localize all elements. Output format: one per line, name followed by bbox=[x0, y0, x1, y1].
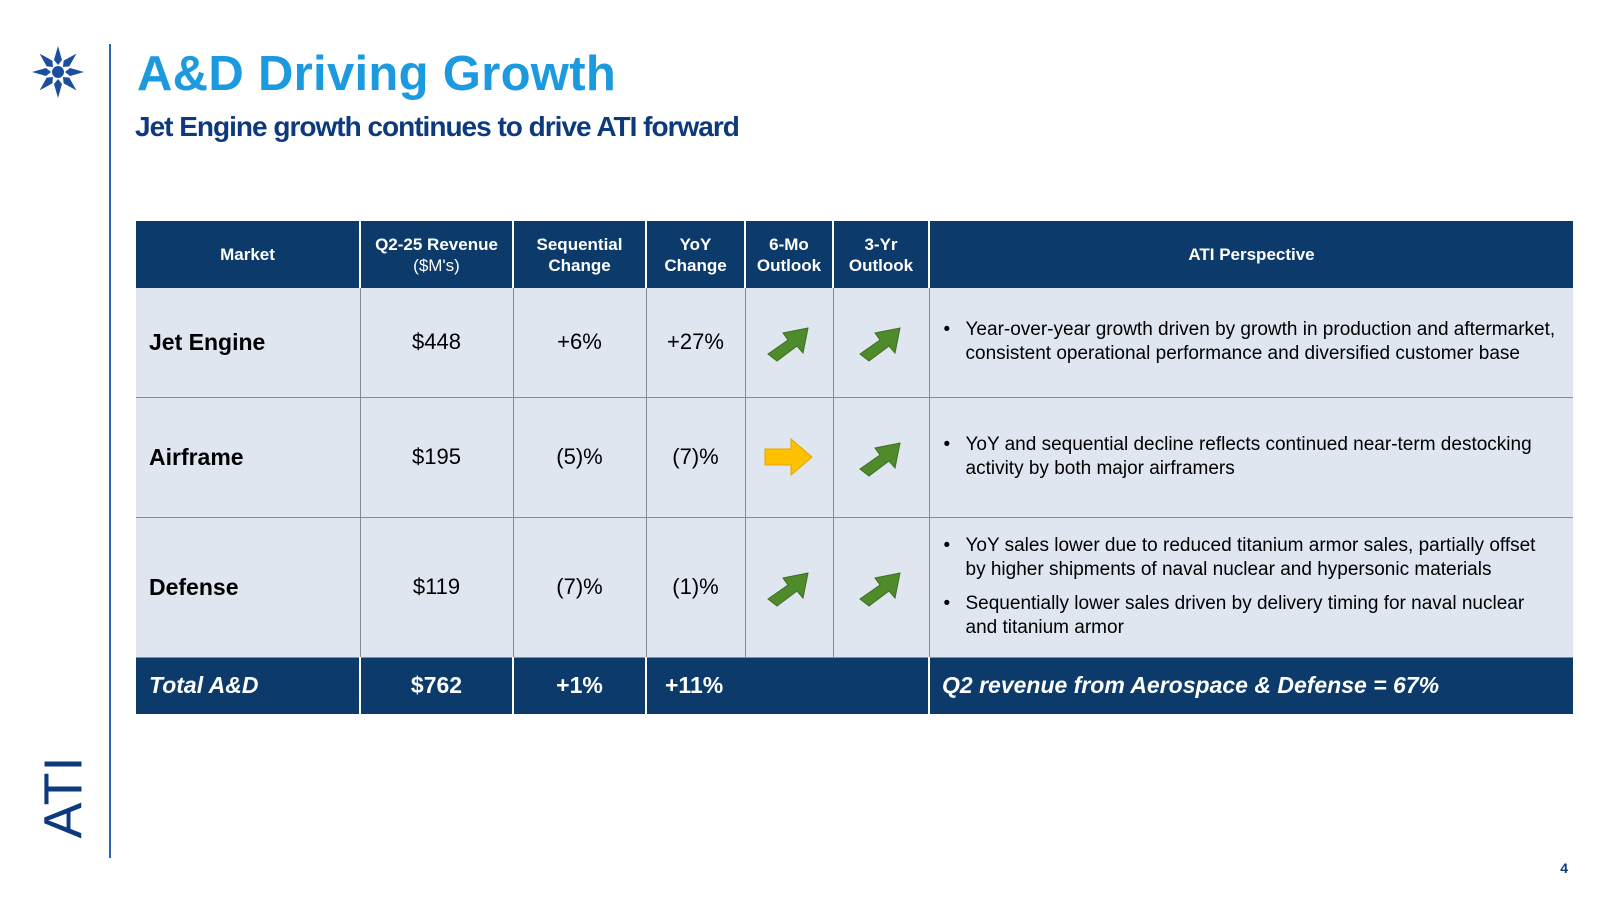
perspective-cell: Year-over-year growth driven by growth i… bbox=[929, 288, 1573, 398]
page-title: A&D Driving Growth bbox=[137, 47, 617, 101]
sequential-value: (7)% bbox=[513, 517, 647, 658]
perspective-cell: YoY sales lower due to reduced titanium … bbox=[929, 517, 1573, 658]
market-name: Defense bbox=[136, 517, 361, 658]
arrow-up-right-green-icon bbox=[767, 572, 809, 607]
market-table: Market Q2-25 Revenue ($M's) Sequential C… bbox=[136, 221, 1573, 714]
logo-text: ATI bbox=[33, 755, 93, 839]
total-label: Total A&D bbox=[136, 657, 361, 714]
outlook-3yr-cell bbox=[833, 517, 930, 658]
header-sequential: Sequential Change bbox=[513, 221, 647, 288]
market-name: Airframe bbox=[136, 397, 361, 518]
total-sequential: +1% bbox=[513, 657, 647, 714]
page-subtitle: Jet Engine growth continues to drive ATI… bbox=[135, 111, 740, 142]
outlook-3yr-cell bbox=[833, 288, 930, 398]
arrow-up-right-green-icon bbox=[859, 442, 901, 477]
ati-logo-wordmark: ATI bbox=[26, 745, 100, 849]
arrow-up-right-green-icon bbox=[859, 572, 901, 607]
total-revenue: $762 bbox=[360, 657, 514, 714]
arrow-right-yellow-icon bbox=[764, 437, 813, 477]
outlook-3yr-cell bbox=[833, 397, 930, 518]
outlook-6mo-cell bbox=[745, 288, 834, 398]
yoy-value: (7)% bbox=[646, 397, 746, 518]
perspective-cell: YoY and sequential decline reflects cont… bbox=[929, 397, 1573, 518]
revenue-value: $195 bbox=[360, 397, 514, 518]
table-header-row: Market Q2-25 Revenue ($M's) Sequential C… bbox=[136, 221, 1573, 288]
table-row-airframe: Airframe $195 (5)% (7)% YoY and sequenti… bbox=[136, 397, 1573, 518]
header-yoy: YoY Change bbox=[646, 221, 746, 288]
header-revenue: Q2-25 Revenue ($M's) bbox=[360, 221, 514, 288]
header-perspective: ATI Perspective bbox=[929, 221, 1573, 288]
table-total-row: Total A&D $762 +1% +11% Q2 revenue from … bbox=[136, 657, 1573, 714]
total-note: Q2 revenue from Aerospace & Defense = 67… bbox=[929, 657, 1573, 714]
revenue-value: $119 bbox=[360, 517, 514, 658]
yoy-value: +27% bbox=[646, 288, 746, 398]
header-3yr-outlook: 3-Yr Outlook bbox=[833, 221, 930, 288]
table-row-defense: Defense $119 (7)% (1)% YoY sales lower d… bbox=[136, 517, 1573, 658]
perspective-bullet: YoY and sequential decline reflects cont… bbox=[942, 433, 1560, 481]
vertical-divider bbox=[109, 44, 111, 858]
arrow-up-right-green-icon bbox=[859, 327, 901, 362]
revenue-value: $448 bbox=[360, 288, 514, 398]
perspective-bullet: YoY sales lower due to reduced titanium … bbox=[942, 534, 1560, 582]
total-yoy: +11% bbox=[646, 657, 930, 714]
perspective-bullet: Year-over-year growth driven by growth i… bbox=[942, 318, 1560, 366]
sequential-value: +6% bbox=[513, 288, 647, 398]
perspective-bullet: Sequentially lower sales driven by deliv… bbox=[942, 592, 1560, 640]
yoy-value: (1)% bbox=[646, 517, 746, 658]
header-6mo-outlook: 6-Mo Outlook bbox=[745, 221, 834, 288]
outlook-6mo-cell bbox=[745, 517, 834, 658]
header-market: Market bbox=[136, 221, 361, 288]
market-name: Jet Engine bbox=[136, 288, 361, 398]
snowflake-star-icon bbox=[32, 46, 84, 98]
arrow-up-right-green-icon bbox=[767, 327, 809, 362]
table-row-jet-engine: Jet Engine $448 +6% +27% Year-over-year … bbox=[136, 288, 1573, 398]
page-number: 4 bbox=[1560, 860, 1568, 876]
outlook-6mo-cell bbox=[745, 397, 834, 518]
sequential-value: (5)% bbox=[513, 397, 647, 518]
